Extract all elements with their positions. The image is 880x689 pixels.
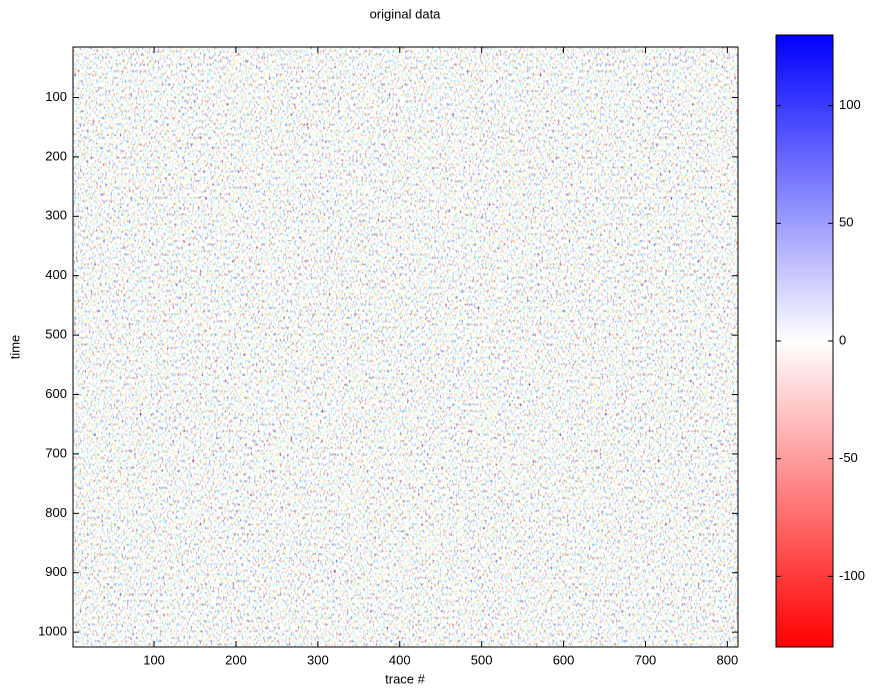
y-tick-label: 800 bbox=[45, 505, 67, 520]
chart-title: original data bbox=[370, 6, 442, 21]
y-tick-label: 400 bbox=[45, 267, 67, 282]
colorbar-tick-label: 50 bbox=[839, 215, 853, 230]
colorbar-tick-label: 100 bbox=[839, 97, 861, 112]
x-tick-label: 200 bbox=[225, 652, 247, 667]
y-tick-label: 900 bbox=[45, 564, 67, 579]
x-tick-label: 700 bbox=[635, 652, 657, 667]
x-tick-label: 400 bbox=[389, 652, 411, 667]
colorbar-tick-label: 0 bbox=[839, 332, 846, 347]
x-tick-label: 300 bbox=[307, 652, 329, 667]
y-tick-label: 200 bbox=[45, 148, 67, 163]
colorbar-tick-label: -50 bbox=[839, 450, 858, 465]
x-tick-label: 800 bbox=[717, 652, 739, 667]
plot-frame bbox=[72, 46, 739, 648]
y-tick-label: 300 bbox=[45, 208, 67, 223]
x-tick-label: 600 bbox=[553, 652, 575, 667]
y-tick-label: 1000 bbox=[38, 624, 67, 639]
colorbar-tick-label: -100 bbox=[839, 568, 865, 583]
colorbar bbox=[775, 34, 834, 648]
seismic-image bbox=[73, 47, 738, 647]
x-axis-label: trace # bbox=[385, 671, 426, 686]
y-axis-label: time bbox=[7, 335, 22, 360]
x-tick-label: 100 bbox=[143, 652, 165, 667]
y-tick-label: 700 bbox=[45, 445, 67, 460]
y-tick-label: 500 bbox=[45, 327, 67, 342]
y-tick-label: 600 bbox=[45, 386, 67, 401]
x-tick-label: 500 bbox=[471, 652, 493, 667]
y-tick-label: 100 bbox=[45, 89, 67, 104]
